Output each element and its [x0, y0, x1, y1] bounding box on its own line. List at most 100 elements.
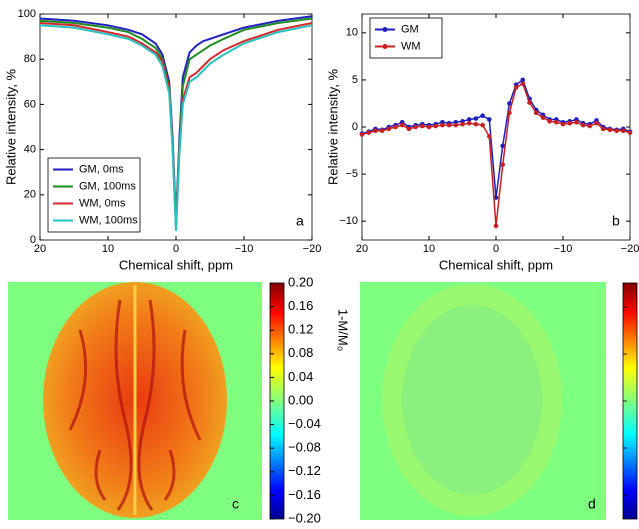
data-point — [607, 127, 613, 133]
colorbar-tick-label: −0.20 — [288, 510, 321, 525]
data-point — [614, 128, 619, 134]
series-line — [361, 78, 631, 198]
legend-label: WM, 100ms — [79, 214, 138, 226]
data-point — [540, 115, 546, 120]
legend-label: WM, 0ms — [79, 197, 126, 209]
data-point — [487, 117, 492, 122]
data-point — [440, 122, 445, 128]
data-point — [433, 123, 439, 129]
colorbar-tick-label: 0.12 — [288, 322, 313, 337]
data-point — [513, 85, 519, 90]
data-point — [527, 100, 532, 105]
colorbar-tick-label: −0.12 — [288, 463, 321, 478]
data-point — [587, 123, 593, 129]
data-point — [533, 110, 539, 116]
x-tick-label: 0 — [173, 243, 179, 255]
data-point — [507, 110, 512, 116]
colorbar-tick-label: 0.20 — [288, 274, 313, 289]
colorbar-tick-label: 0.08 — [288, 345, 313, 360]
panel-label: b — [612, 213, 620, 229]
data-point — [473, 121, 479, 127]
y-tick-label: 5 — [352, 74, 358, 86]
colorbar-tick-label: −0.04 — [288, 416, 321, 431]
data-point — [500, 162, 506, 167]
data-point — [600, 126, 606, 132]
series-line — [39, 24, 313, 232]
colorbar-tick-label: 0.00 — [288, 392, 313, 407]
data-point — [493, 223, 499, 229]
data-point — [594, 120, 599, 126]
data-point — [547, 119, 552, 124]
x-axis-label: Chemical shift, ppm — [119, 257, 233, 272]
series-line — [361, 82, 631, 226]
panel-label: c — [232, 496, 239, 512]
data-point — [580, 122, 586, 128]
y-tick-label: 100 — [18, 8, 36, 20]
data-point — [520, 77, 526, 83]
image-background — [360, 282, 606, 520]
x-tick-label: 20 — [34, 243, 46, 255]
x-tick-label: −20 — [303, 243, 322, 255]
data-point — [493, 195, 499, 200]
y-tick-label: 80 — [24, 53, 36, 65]
legend-marker — [382, 27, 388, 32]
y-tick-label: 0 — [30, 234, 36, 246]
data-point — [627, 130, 633, 135]
data-point — [560, 121, 566, 127]
panel-label: a — [296, 213, 304, 229]
y-axis-label: Relative intensity, % — [3, 69, 18, 186]
colorbar-tick-label: 0.16 — [288, 298, 313, 313]
data-point — [460, 121, 465, 127]
data-point — [453, 122, 459, 128]
data-point — [466, 120, 472, 126]
data-point — [500, 143, 506, 149]
data-point — [466, 117, 472, 122]
x-tick-label: −10 — [554, 243, 573, 255]
legend-label: GM, 0ms — [79, 163, 124, 175]
data-point — [379, 128, 385, 134]
data-point — [413, 124, 418, 130]
data-point — [406, 126, 412, 132]
colorbar-tick-label: −0.08 — [288, 440, 321, 455]
data-point — [426, 124, 432, 130]
legend-label: GM — [401, 23, 419, 35]
data-point — [480, 113, 485, 118]
data-point — [386, 126, 392, 132]
legend-label: WM — [401, 40, 421, 52]
brain-texture — [402, 305, 542, 495]
data-point — [567, 120, 572, 126]
y-tick-label: −5 — [345, 168, 358, 180]
legend-box — [369, 17, 443, 59]
data-point — [487, 134, 492, 139]
x-tick-label: 20 — [356, 243, 368, 255]
legend-label: GM, 100ms — [79, 180, 136, 192]
y-tick-label: 0 — [352, 121, 358, 133]
data-point — [480, 122, 485, 128]
y-tick-label: 10 — [346, 27, 358, 39]
x-tick-label: −10 — [235, 243, 254, 255]
y-axis-label: Relative intensity, % — [325, 69, 340, 186]
colorbar-tick-label: 0.04 — [288, 369, 313, 384]
data-point — [621, 128, 626, 134]
y-tick-label: 60 — [24, 98, 36, 110]
data-point — [373, 128, 378, 134]
y-tick-label: 40 — [24, 144, 36, 156]
x-axis-label: Chemical shift, ppm — [439, 257, 553, 272]
x-tick-label: −20 — [621, 243, 639, 255]
data-point — [520, 81, 526, 86]
y-tick-label: −10 — [339, 215, 358, 227]
data-point — [473, 116, 479, 121]
colorbar-ticks — [623, 306, 627, 496]
data-point — [420, 123, 425, 129]
x-tick-label: 0 — [493, 243, 499, 255]
x-tick-label: 10 — [423, 243, 435, 255]
colorbar-tick-label: −0.16 — [288, 487, 321, 502]
data-point — [366, 130, 372, 135]
y-tick-label: 20 — [24, 189, 36, 201]
data-point — [446, 122, 452, 128]
colorbar-label: 1-M/M₀ — [336, 309, 351, 351]
brain-texture — [68, 299, 202, 511]
data-point — [574, 119, 579, 125]
x-tick-label: 10 — [102, 243, 114, 255]
panel-label: d — [588, 496, 596, 512]
